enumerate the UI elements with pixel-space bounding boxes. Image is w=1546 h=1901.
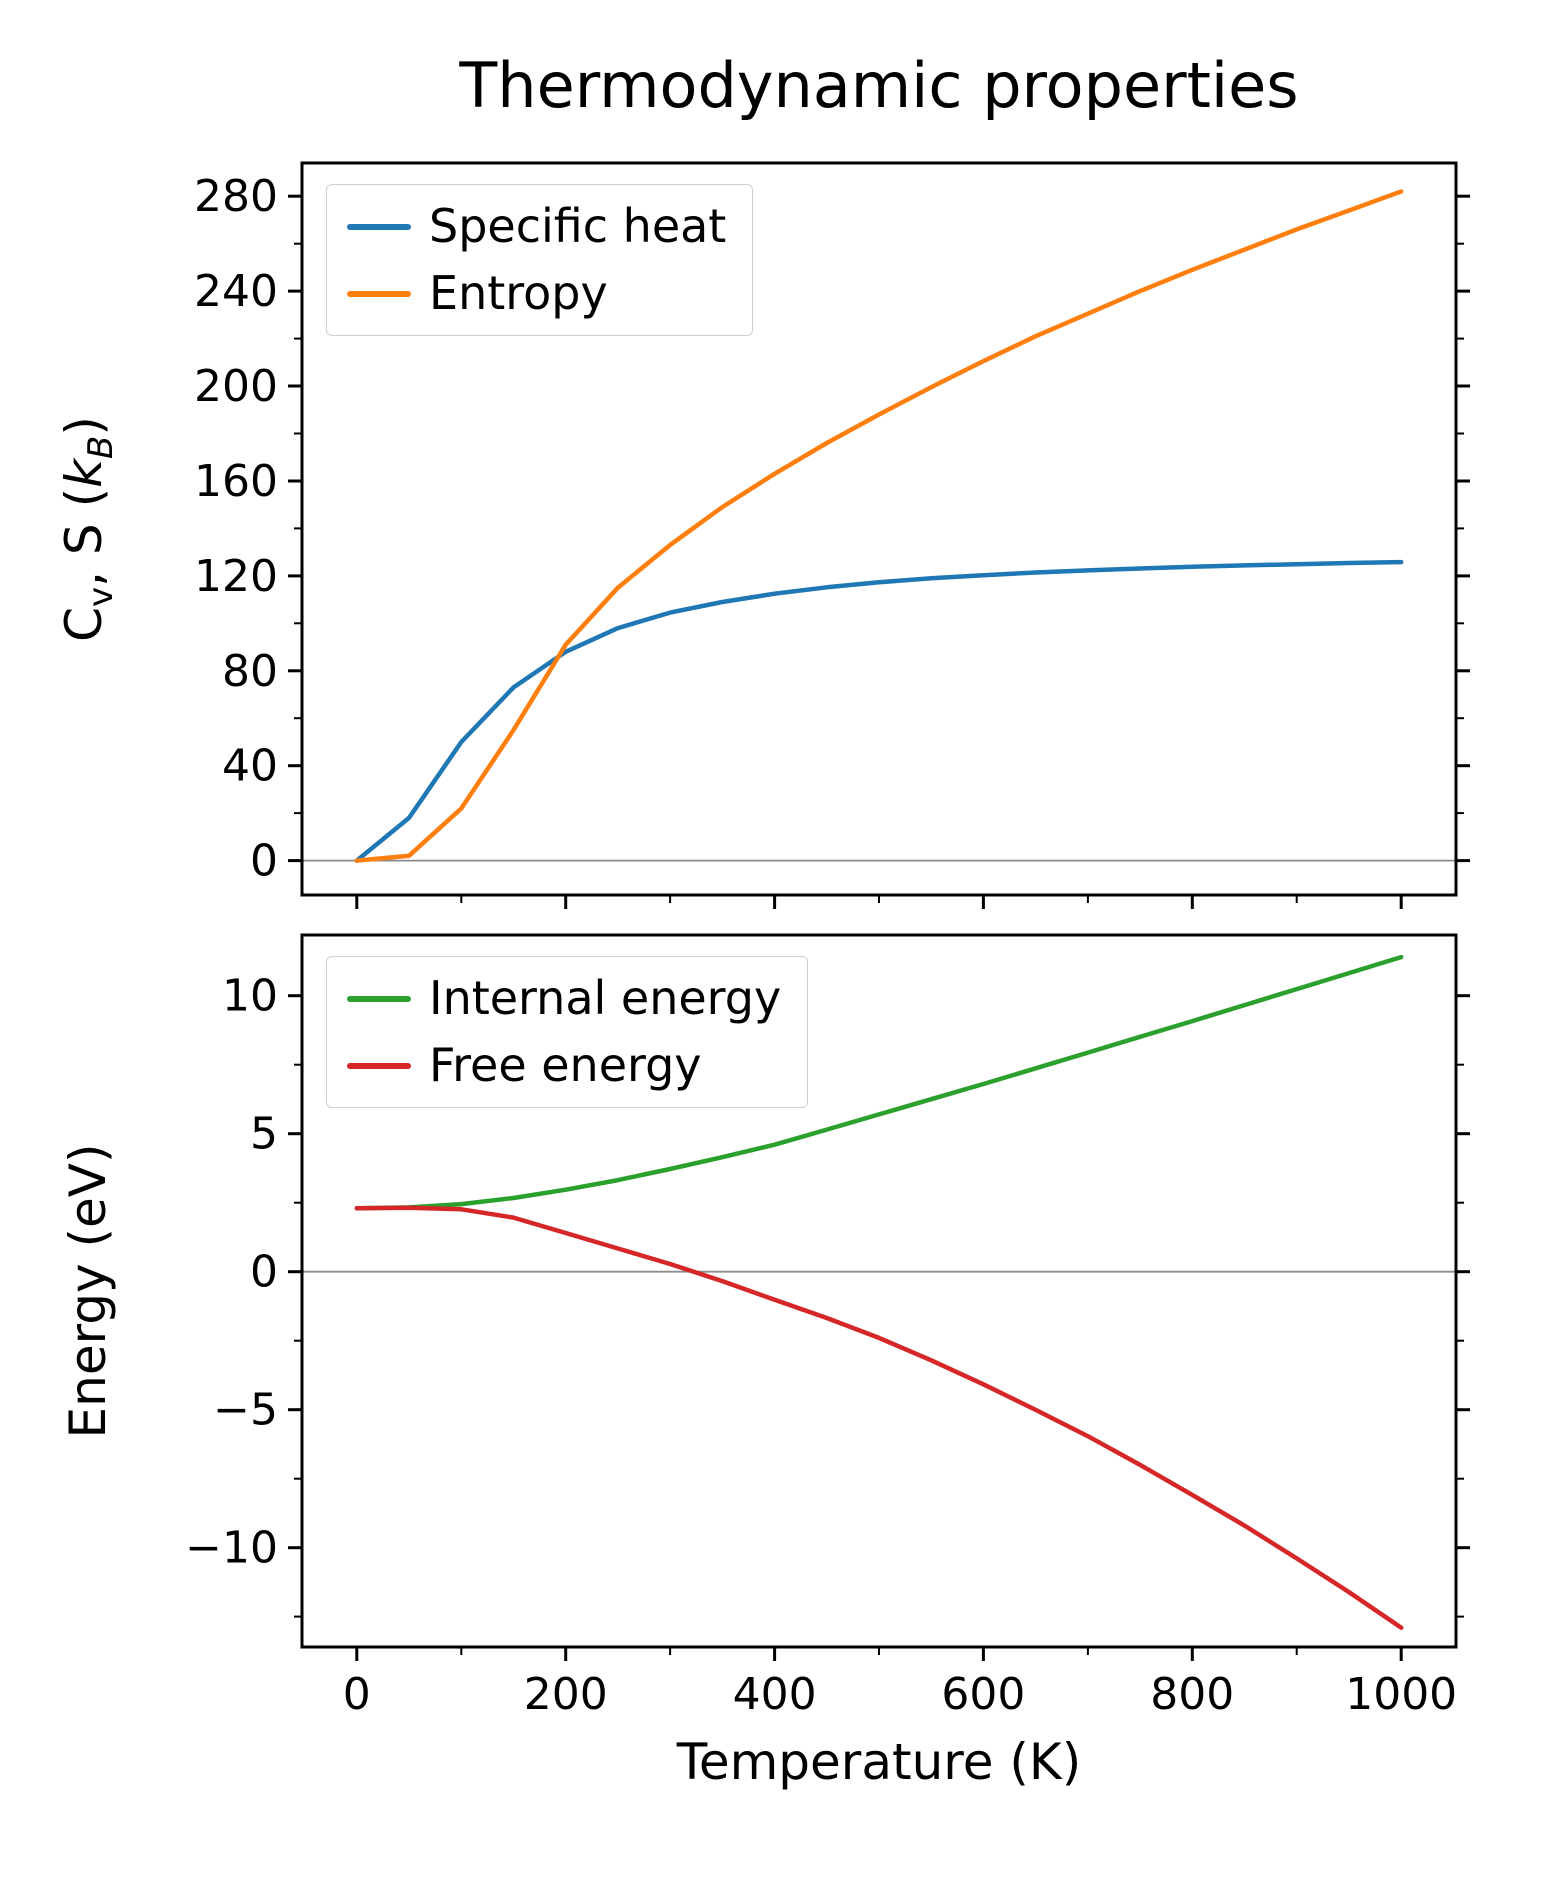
legend-label: Internal energy: [429, 971, 782, 1025]
y-tick-label: 0: [250, 836, 278, 887]
top-y-axis-label: Cv, S (kB): [55, 416, 121, 642]
series-line-entropy: [354, 189, 1404, 863]
chart-title: Thermodynamic properties: [459, 49, 1299, 122]
series-line-specific-heat: [354, 559, 1404, 863]
y-tick-label: 10: [222, 971, 278, 1022]
legend-item-internal-energy: Internal energy: [347, 971, 781, 1026]
legend-label: Entropy: [429, 266, 608, 321]
y-tick-label: 80: [222, 646, 278, 697]
x-tick-label: 400: [733, 1669, 817, 1720]
y-tick-label: 280: [194, 171, 278, 222]
legend-line-sample: [347, 223, 411, 230]
legend-label: Free energy: [429, 1038, 702, 1093]
ylabel-text: C: [55, 606, 113, 642]
legend-line-sample: [347, 1062, 411, 1069]
legend-label: Specific heat: [429, 199, 727, 253]
x-tick-label: 600: [941, 1669, 1025, 1720]
legend-line-sample: [347, 995, 411, 1002]
legend-line-sample: [347, 290, 411, 297]
bottom-y-axis-label: Energy (eV): [59, 1143, 117, 1439]
ylabel-text: , S (: [55, 487, 113, 587]
y-tick-label: 40: [222, 741, 278, 792]
legend-bottom: Internal energy Free energy: [326, 956, 809, 1109]
ylabel-sub: B: [81, 435, 121, 459]
legend-top: Specific heat Entropy: [326, 184, 754, 337]
y-tick-label: 0: [250, 1247, 278, 1298]
y-tick-label: 5: [250, 1109, 278, 1160]
y-tick-label: 240: [194, 266, 278, 317]
series-line-free-energy: [354, 1205, 1404, 1630]
x-tick-label: 800: [1150, 1669, 1234, 1720]
y-tick-label: 160: [194, 456, 278, 507]
legend-item-free-energy: Free energy: [347, 1038, 781, 1093]
series-line-internal-energy: [354, 954, 1404, 1211]
legend-item-entropy: Entropy: [347, 266, 726, 321]
x-tick-label: 1000: [1345, 1669, 1457, 1720]
x-tick-label: 200: [524, 1669, 608, 1720]
legend-item-specific-heat: Specific heat: [347, 199, 726, 254]
y-tick-label: 120: [194, 551, 278, 602]
ylabel-text: ): [55, 416, 113, 436]
y-tick-label: −5: [213, 1385, 278, 1436]
ylabel-text: k: [55, 458, 113, 488]
x-axis-label: Temperature (K): [676, 1733, 1082, 1791]
y-tick-label: 200: [194, 361, 278, 412]
x-tick-label: 0: [343, 1669, 371, 1720]
y-tick-label: −10: [185, 1523, 278, 1574]
ylabel-sub: v: [81, 586, 121, 607]
